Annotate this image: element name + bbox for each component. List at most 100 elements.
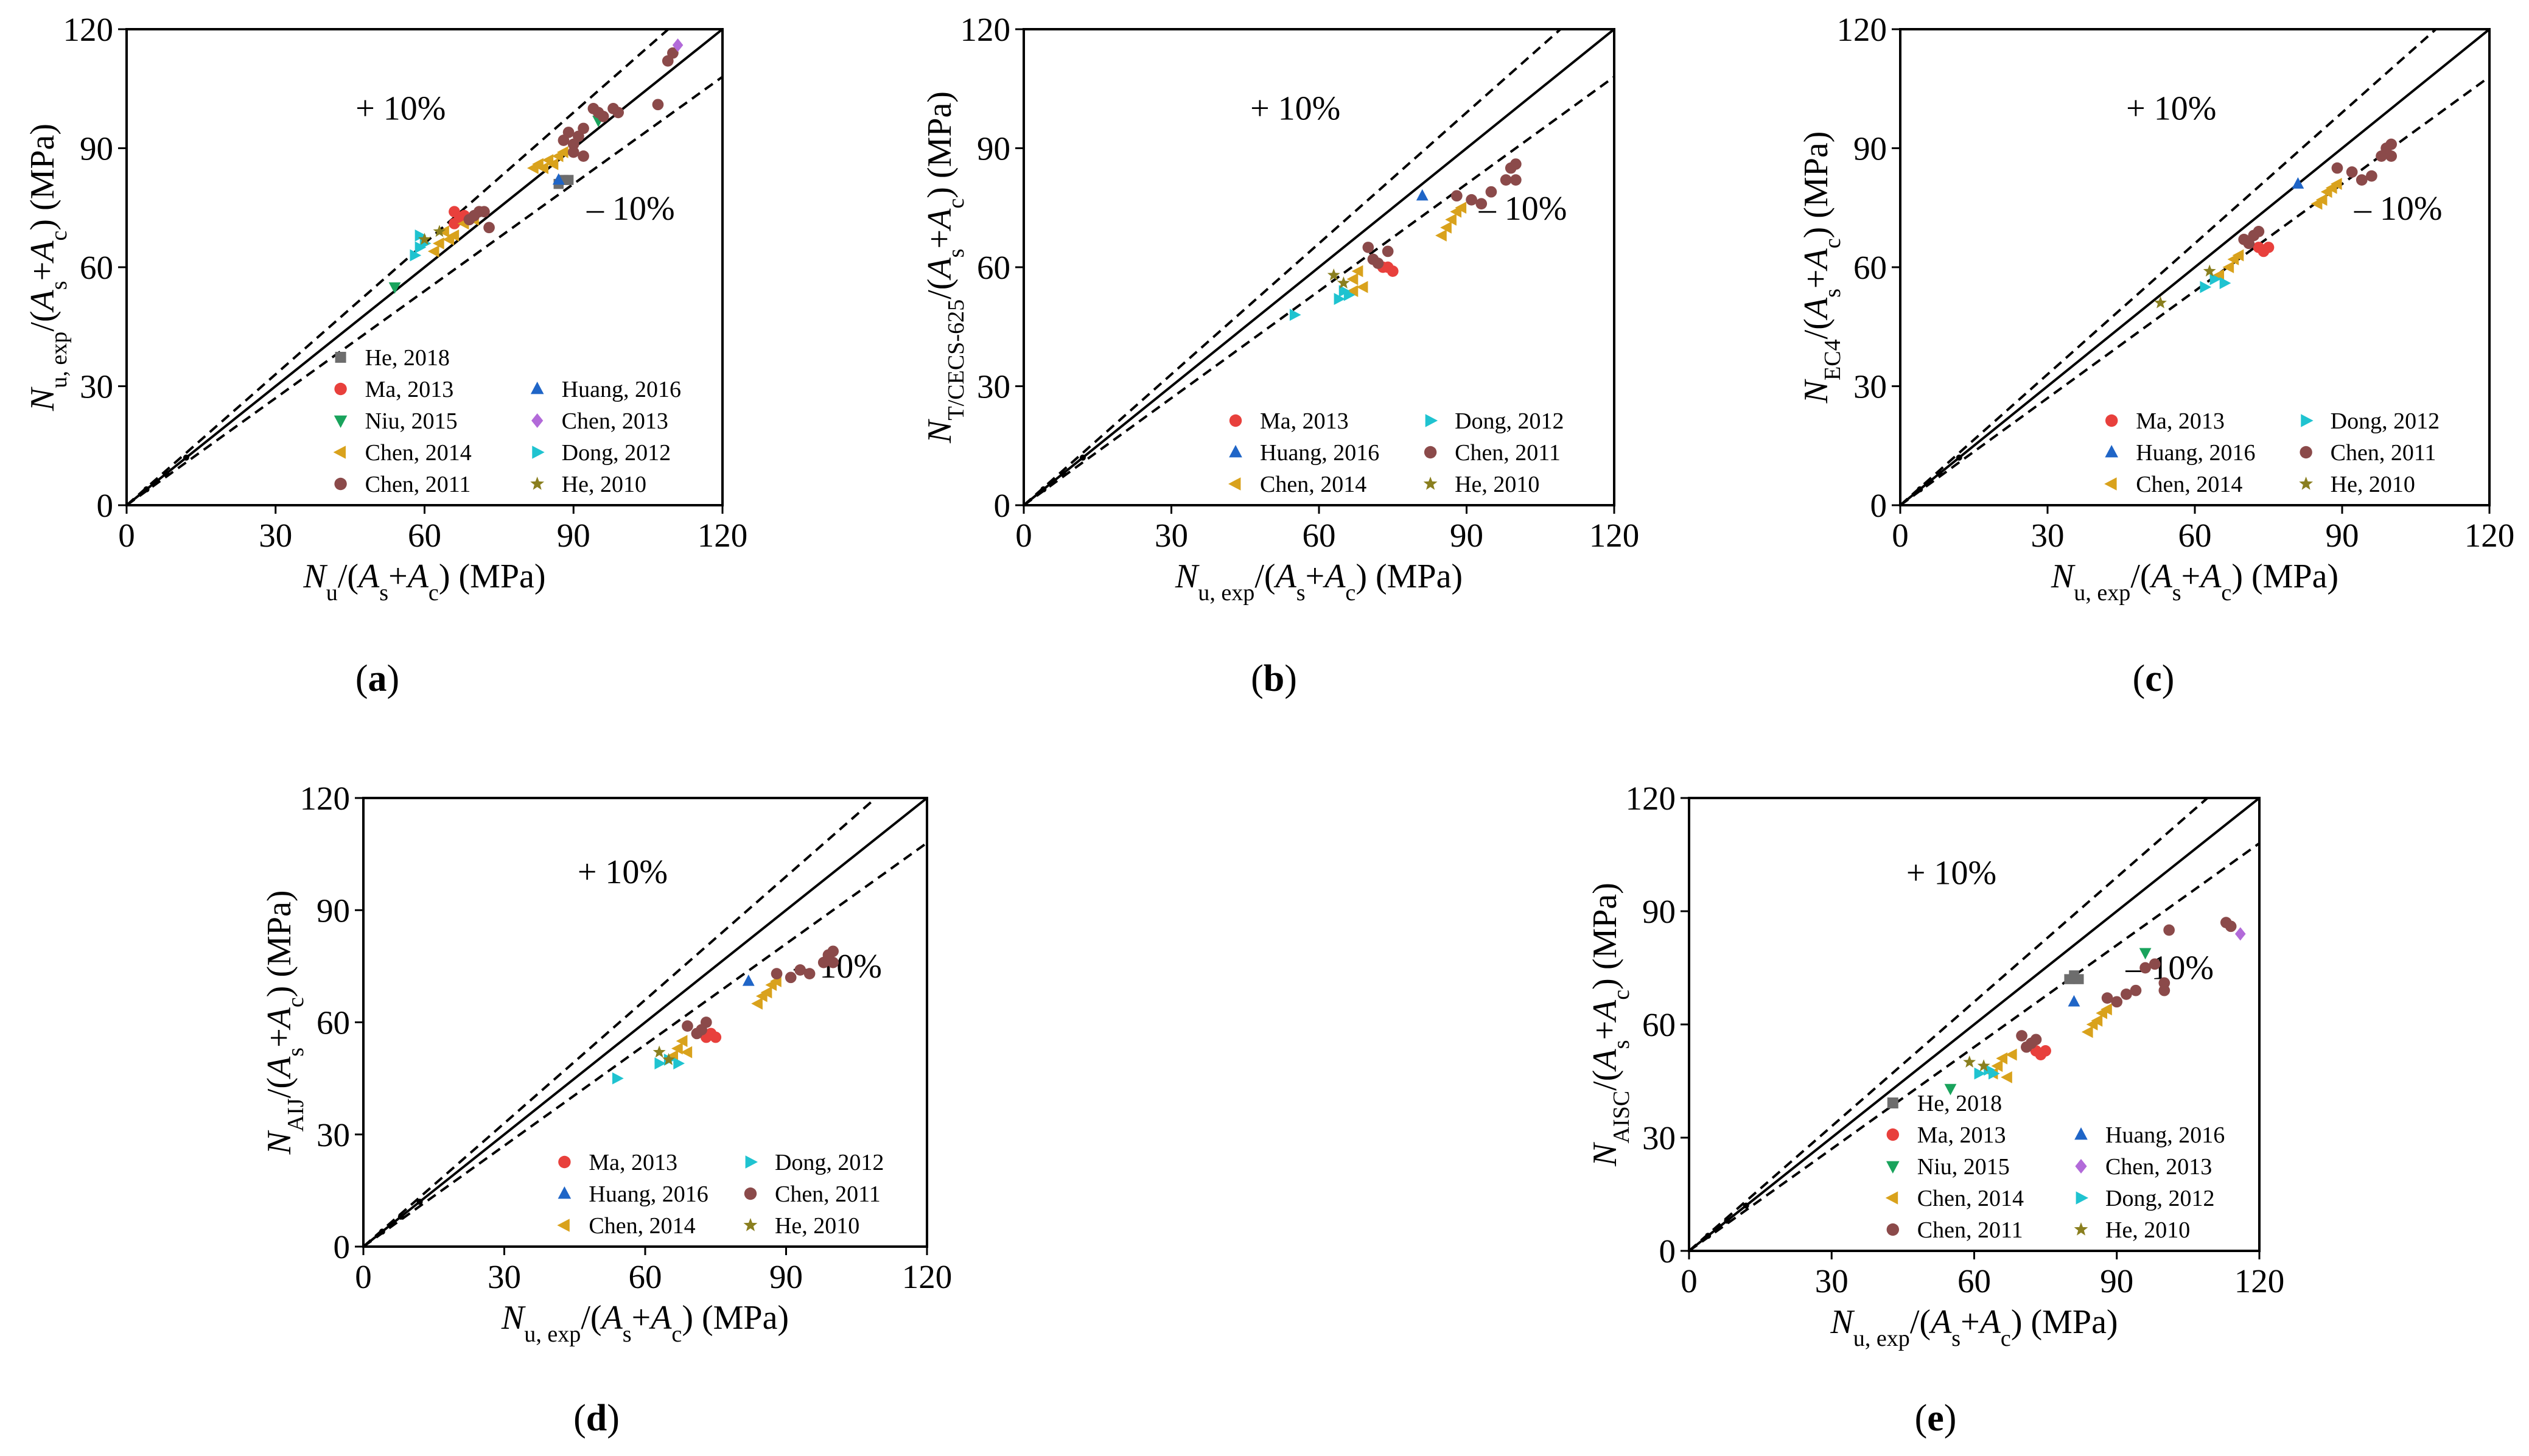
legend-label: Chen, 2014 xyxy=(365,440,472,466)
data-point xyxy=(1455,201,1467,214)
y-tick-label: 0 xyxy=(994,487,1011,524)
y-tick-label: 60 xyxy=(317,1004,350,1041)
x-tick-label: 120 xyxy=(902,1258,953,1295)
data-point xyxy=(803,968,816,980)
data-point xyxy=(2385,150,2398,162)
legend-marker xyxy=(2299,477,2314,490)
legend-label: Ma, 2013 xyxy=(1917,1122,2006,1148)
y-axis-title: NEC4/(As+Ac) (MPa) xyxy=(1797,131,1845,404)
plus-10-line xyxy=(1024,29,1562,505)
y-tick-label: 30 xyxy=(317,1116,350,1153)
data-point xyxy=(1466,194,1477,206)
band-label-minus: – 10% xyxy=(586,190,675,228)
data-points xyxy=(612,945,839,1085)
data-point xyxy=(1356,281,1368,293)
y-tick-label: 120 xyxy=(300,780,351,817)
data-point xyxy=(662,1052,676,1065)
data-point xyxy=(1991,1060,2003,1073)
reference-lines xyxy=(1689,798,2259,1251)
data-point xyxy=(2068,995,2080,1007)
band-label-plus: + 10% xyxy=(355,90,446,128)
data-point xyxy=(2331,162,2343,174)
data-point xyxy=(1372,257,1384,269)
data-point xyxy=(2232,249,2244,262)
legend-label: Chen, 2013 xyxy=(562,408,668,434)
legend-marker xyxy=(334,382,347,396)
equality-line xyxy=(127,29,722,505)
legend-label: Chen, 2014 xyxy=(2136,472,2242,497)
y-tick-label: 0 xyxy=(97,487,114,524)
x-tick-label: 120 xyxy=(698,517,748,554)
equality-line xyxy=(1900,29,2489,505)
data-point xyxy=(1337,276,1350,289)
legend-marker xyxy=(531,413,544,428)
legend-marker xyxy=(2104,477,2117,491)
legend-marker xyxy=(1887,1097,1898,1108)
legend-label: Huang, 2016 xyxy=(2105,1122,2225,1148)
panel-b: 00 30 30 60 60 90 90 120 120 Nu, exp/(As+Ac) (MPa… xyxy=(921,11,1639,699)
legend-label: He, 2010 xyxy=(562,472,646,497)
data-point xyxy=(1440,221,1452,234)
data-point xyxy=(1343,289,1355,301)
legend-marker xyxy=(1886,1161,1900,1174)
data-point xyxy=(771,968,783,980)
origin-marker xyxy=(163,470,170,477)
legend-marker xyxy=(744,1187,757,1200)
data-point xyxy=(2163,924,2175,936)
legend-label: Ma, 2013 xyxy=(1260,408,1349,434)
data-point xyxy=(2101,992,2113,1004)
data-point xyxy=(785,971,797,984)
legend-marker xyxy=(530,382,544,394)
data-point xyxy=(2005,1048,2017,1061)
data-point xyxy=(652,1045,666,1058)
x-tick-label: 30 xyxy=(1155,517,1188,554)
data-point xyxy=(2016,1030,2027,1041)
origin-marker xyxy=(1936,470,1943,477)
data-point xyxy=(1485,186,1497,198)
origin-marker xyxy=(1956,454,1962,461)
legend-label: Chen, 2014 xyxy=(589,1213,695,1239)
data-point xyxy=(1509,174,1522,186)
data-point xyxy=(433,225,446,237)
data-point xyxy=(2121,989,2132,1000)
legend-marker xyxy=(745,1155,758,1169)
legend-marker xyxy=(334,477,347,491)
x-tick-label: 120 xyxy=(2464,517,2515,554)
data-point xyxy=(1351,265,1363,278)
y-tick-label: 90 xyxy=(1642,893,1676,930)
origin-marker xyxy=(1705,1233,1712,1239)
data-point xyxy=(597,111,609,122)
x-tick-label: 90 xyxy=(1450,517,1483,554)
x-tick-label: 0 xyxy=(355,1258,372,1295)
y-tick-label: 60 xyxy=(80,249,113,286)
legend-label: Ma, 2013 xyxy=(589,1150,677,1175)
minus-10-line xyxy=(363,842,927,1247)
data-point xyxy=(418,233,431,245)
data-point xyxy=(552,173,565,185)
data-point xyxy=(827,956,839,968)
y-tick-label: 90 xyxy=(977,130,1010,167)
equality-line xyxy=(363,798,927,1247)
data-point xyxy=(1346,285,1359,297)
data-point xyxy=(547,158,559,170)
data-point xyxy=(2346,166,2358,178)
data-point xyxy=(1445,213,1457,226)
y-tick-label: 30 xyxy=(1642,1119,1676,1157)
x-tick-label: 90 xyxy=(2100,1262,2133,1300)
origin-marker xyxy=(416,1199,423,1205)
legend-label: He, 2018 xyxy=(365,345,450,371)
x-tick-label: 60 xyxy=(1303,517,1336,554)
legend-label: Ma, 2013 xyxy=(2136,408,2225,434)
y-tick-label: 60 xyxy=(977,249,1010,286)
data-points xyxy=(1944,917,2246,1096)
origin-marker xyxy=(143,486,150,492)
legend-marker xyxy=(1886,1223,1899,1236)
minus-10-line xyxy=(1024,75,1614,505)
legend-label: Dong, 2012 xyxy=(1455,408,1564,434)
origin-marker xyxy=(1743,1202,1749,1209)
x-axis-title: Nu, exp/(As+Ac) (MPa) xyxy=(2051,558,2338,606)
x-tick-label: 30 xyxy=(488,1258,521,1295)
data-point xyxy=(1944,1083,1957,1096)
data-point xyxy=(2154,296,2167,309)
